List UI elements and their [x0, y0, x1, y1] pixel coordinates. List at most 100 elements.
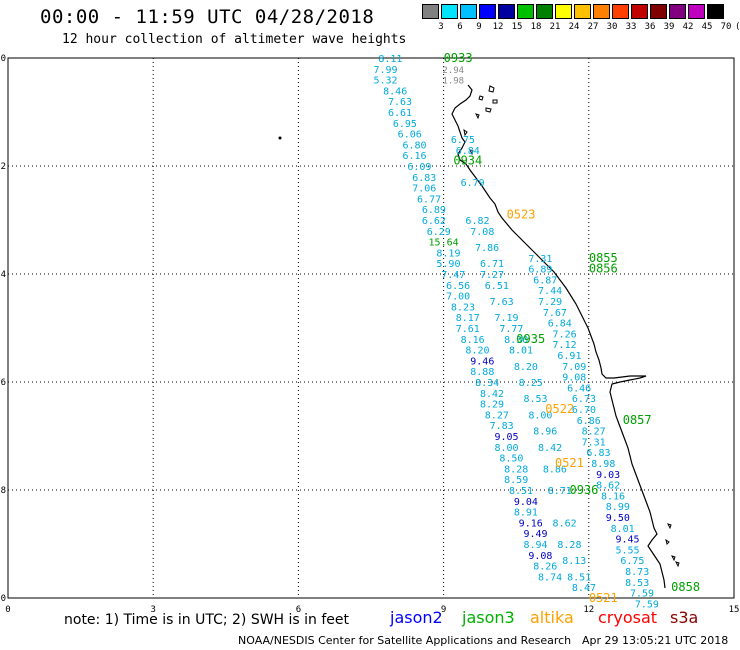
scale-swatch	[650, 4, 667, 19]
wave-height-label: 6.89	[528, 265, 552, 276]
pass-time-label: 0933	[444, 51, 473, 65]
pass-time-label: 0521	[589, 591, 618, 605]
y-tick-label: -10	[0, 594, 6, 604]
wave-height-label: 8.91	[514, 508, 538, 519]
scale-label: 33	[625, 22, 637, 32]
wave-height-label: 7.59	[630, 589, 654, 600]
wave-height-label: 7.44	[538, 286, 562, 297]
wave-height-label: 7.63	[490, 297, 514, 308]
wave-height-label: 9.08	[528, 551, 552, 562]
wave-height-label: 8.11	[378, 54, 402, 65]
scale-swatch	[498, 4, 515, 19]
wave-height-label: 8.23	[451, 302, 475, 313]
wave-height-label: 8.73	[625, 567, 649, 578]
wave-height-label: 6.89	[422, 205, 446, 216]
pass-time-label: 0858	[671, 580, 700, 594]
x-tick-label: 6	[296, 605, 301, 615]
scale-label: 6	[457, 22, 463, 32]
wave-height-label: 8.51	[509, 486, 533, 497]
wave-height-label: 6.77	[417, 194, 441, 205]
wave-height-label: 9.45	[615, 535, 639, 546]
scale-label: 15	[511, 22, 523, 32]
wave-height-label: 8.19	[436, 248, 460, 259]
wave-height-label: 2.94	[442, 66, 464, 76]
scale-swatch	[688, 4, 705, 19]
wave-height-label: 8.01	[611, 524, 635, 535]
wave-height-label: 6.75	[451, 135, 475, 146]
wave-height-label: 8.16	[601, 491, 625, 502]
wave-height-label: 7.31	[528, 254, 552, 265]
scale-label: 12	[492, 22, 504, 32]
scale-label: 45	[701, 22, 713, 32]
wave-height-label: 7.86	[475, 243, 499, 254]
wave-height-label: 6.83	[586, 448, 610, 459]
wave-height-label: 6.56	[446, 281, 470, 292]
axis-ticks: 0 3 6 9 12 15 0 -2 -4 -6 -8 -10	[0, 54, 739, 615]
wave-height-label: 8.53	[625, 578, 649, 589]
wave-height-label: 7.77	[499, 324, 523, 335]
wave-height-label: 9.03	[596, 470, 620, 481]
pass-time-label: 0522	[545, 402, 574, 416]
wave-height-label: 6.84	[456, 146, 480, 157]
x-tick-label: 0	[5, 605, 10, 615]
wave-height-label: 8.86	[543, 464, 567, 475]
wave-height-label: 7.26	[553, 329, 577, 340]
scale-label: 70	[720, 22, 732, 32]
wave-height-label: 8.62	[553, 518, 577, 529]
wave-height-label: 8.59	[504, 475, 528, 486]
footer-note: note: 1) Time is in UTC; 2) SWH is in fe…	[64, 612, 350, 628]
scale-label: 39	[663, 22, 675, 32]
scale-label: 21	[549, 22, 561, 32]
scale-swatch	[479, 4, 496, 19]
wave-height-label: 8.17	[456, 313, 480, 324]
scale-label: 36	[644, 22, 656, 32]
wave-height-label: 7.08	[470, 227, 494, 238]
wave-height-label: 7.09	[562, 362, 586, 373]
pass-time-label: 0934	[453, 154, 482, 168]
scale-swatch	[593, 4, 610, 19]
wave-height-label: 6.91	[557, 351, 581, 362]
wave-height-label: 7.27	[480, 270, 504, 281]
wave-height-label: 8.27	[485, 410, 509, 421]
y-tick-label: -8	[0, 486, 6, 496]
wave-height-label: 8.30	[504, 335, 528, 346]
wave-height-label: 8.20	[465, 346, 489, 357]
wave-height-label: 8.20	[514, 362, 538, 373]
scale-label: 18	[530, 22, 542, 32]
wave-height-label: 8.98	[591, 459, 615, 470]
wave-height-label: 8.94	[524, 540, 548, 551]
wave-height-label: 9.49	[524, 529, 548, 540]
wave-height-label: 9.04	[514, 497, 538, 508]
track-labels: 8.117.995.328.467.636.616.956.066.806.16…	[373, 51, 700, 610]
wave-height-label: 6.29	[427, 227, 451, 238]
scale-swatch	[422, 4, 439, 19]
wave-height-label: 8.13	[562, 556, 586, 567]
scale-label: 42	[682, 22, 694, 32]
wave-height-label: 8.00	[494, 443, 518, 454]
wave-height-label: 8.96	[533, 427, 557, 438]
y-tick-label: -2	[0, 162, 6, 172]
wave-height-label: 6.46	[567, 383, 591, 394]
satellite-altika: altika	[530, 608, 574, 627]
wave-height-label: 15.64	[429, 238, 459, 249]
wave-height-label: 6.09	[407, 162, 431, 173]
wave-height-label: 6.16	[403, 151, 427, 162]
x-tick-label: 3	[150, 605, 155, 615]
generated-timestamp: Apr 29 13:05:21 UTC 2018	[582, 634, 729, 647]
wave-height-label: 7.12	[553, 340, 577, 351]
satellite-jason3: jason3	[462, 608, 515, 627]
wave-height-label: 5.55	[615, 545, 639, 556]
wave-height-label: 8.29	[480, 400, 504, 411]
wave-height-label: 6.84	[548, 319, 572, 330]
wave-height-label: 8.16	[461, 335, 485, 346]
pass-time-label: 0857	[623, 413, 652, 427]
wave-height-label: 9.08	[562, 373, 586, 384]
wave-height-label: 8.25	[519, 378, 543, 389]
wave-height-label: 6.06	[398, 130, 422, 141]
x-tick-label: 12	[583, 605, 594, 615]
pass-time-label: 0521	[555, 456, 584, 470]
scale-label: 24	[568, 22, 580, 32]
map-frame	[7, 57, 735, 599]
islands	[463, 85, 680, 568]
